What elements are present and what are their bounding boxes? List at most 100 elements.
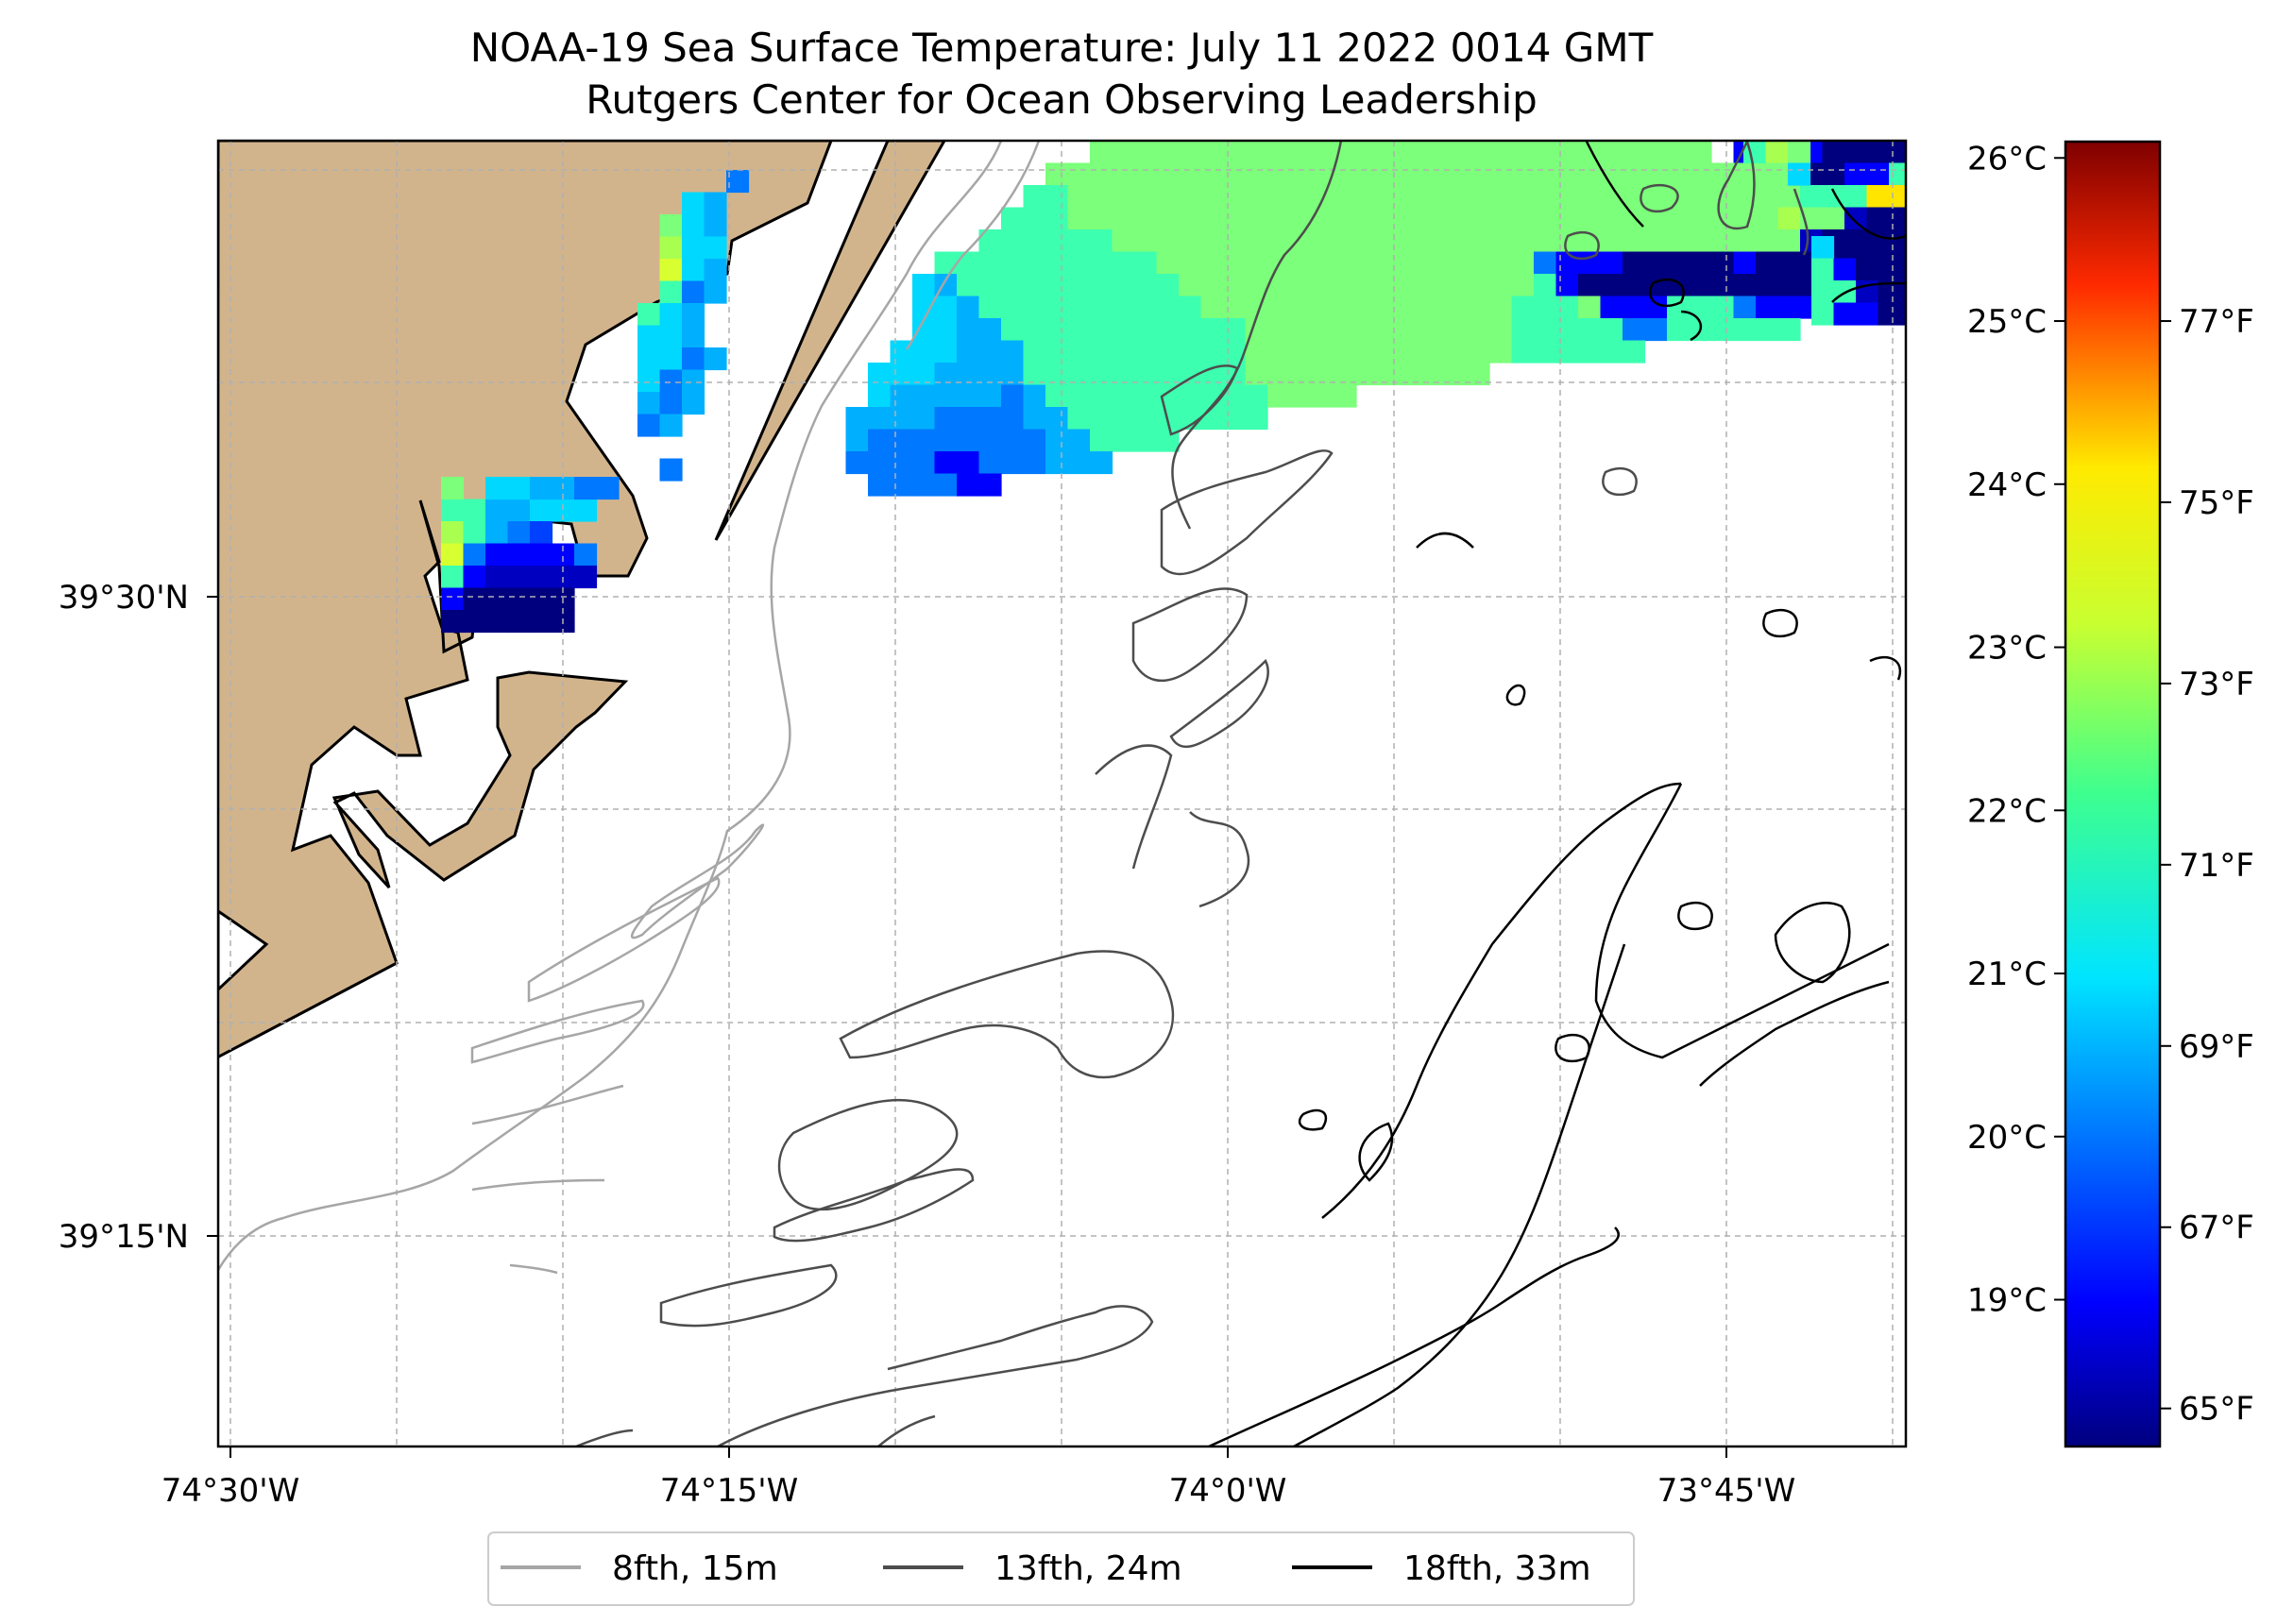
sst-pixel	[1578, 274, 1602, 297]
sst-pixel	[1200, 296, 1224, 319]
sst-pixel	[1067, 185, 1091, 209]
sst-pixel	[1134, 384, 1158, 408]
sst-pixel	[1511, 274, 1535, 297]
sst-pixel	[659, 259, 683, 282]
sst-pixel	[1179, 274, 1202, 297]
sst-pixel	[1356, 296, 1380, 319]
sst-pixel	[659, 369, 683, 393]
sst-pixel	[1733, 229, 1757, 253]
sst-pixel	[1289, 251, 1313, 275]
sst-pixel	[1866, 207, 1890, 230]
sst-pixel	[1134, 141, 1158, 164]
sst-pixel	[1822, 162, 1845, 186]
sst-pixel	[704, 236, 727, 260]
sst-pixel	[1112, 207, 1135, 230]
contour-13fth	[575, 141, 1810, 1446]
sst-pixel	[934, 407, 958, 431]
sst-pixel	[659, 280, 683, 304]
sst-pixel	[1644, 318, 1668, 342]
colorbar-celsius-ticks: 26°C 25°C 24°C 23°C 22°C 21°C 20°C 19°C	[1967, 140, 2065, 1320]
sst-pixel	[1623, 162, 1646, 186]
sst-pixel	[1856, 302, 1879, 326]
sst-pixel	[1134, 274, 1158, 297]
sst-pixel	[574, 566, 598, 589]
latitude-axis: 39°30'N 39°15'N	[59, 579, 218, 1256]
sst-pixel	[957, 296, 980, 319]
sst-pixel	[1289, 340, 1313, 364]
sst-pixel	[1822, 141, 1845, 164]
sst-pixel	[1200, 207, 1224, 230]
sst-pixel	[1356, 251, 1380, 275]
colorbar-fahrenheit-label: 77°F	[2179, 303, 2254, 341]
map-panel[interactable]	[217, 141, 1956, 1446]
sst-pixel	[1534, 229, 1557, 253]
sst-pixel	[659, 214, 683, 238]
sst-pixel	[682, 303, 705, 327]
sst-pixel	[1689, 207, 1712, 230]
sst-pixel	[1334, 296, 1357, 319]
sst-pixel	[659, 414, 683, 437]
sst-pixel	[934, 451, 958, 475]
sst-pixel	[1489, 251, 1513, 275]
sst-pixel	[1711, 318, 1735, 342]
sst-pixel	[890, 451, 913, 475]
sst-pixel	[1023, 384, 1046, 408]
sst-pixel	[1445, 340, 1469, 364]
sst-pixel	[1245, 340, 1268, 364]
sst-pixel	[1445, 207, 1469, 230]
sst-pixel	[1756, 251, 1779, 275]
sst-pixel	[1001, 451, 1025, 475]
sst-pixel	[1623, 296, 1646, 319]
sst-pixel	[1134, 185, 1158, 209]
sst-pixel	[441, 499, 465, 522]
sst-pixel	[1822, 207, 1845, 230]
sst-pixel	[1001, 407, 1025, 431]
sst-pixel	[596, 477, 620, 500]
sst-pixel	[1578, 296, 1602, 319]
sst-pixel	[1489, 340, 1513, 364]
sst-pixel	[1489, 141, 1513, 164]
sst-pixel	[1001, 251, 1025, 275]
sst-pixel	[957, 318, 980, 342]
legend-label-13fth: 13fth, 24m	[994, 1549, 1182, 1588]
sst-pixel	[1156, 229, 1180, 253]
sst-pixel	[1756, 274, 1779, 297]
sst-pixel	[1179, 162, 1202, 186]
contour-legend: 8fth, 15m 13fth, 24m 18fth, 33m	[487, 1531, 1635, 1606]
sst-pixel	[1334, 363, 1357, 386]
sst-pixel	[1223, 274, 1247, 297]
sst-pixel	[1623, 318, 1646, 342]
sst-pixel	[1711, 229, 1735, 253]
sst-pixel	[1179, 340, 1202, 364]
sst-pixel	[1223, 251, 1247, 275]
colorbar-celsius-label: 25°C	[1967, 303, 2047, 341]
sst-pixel	[1445, 229, 1469, 253]
sst-pixel	[1200, 318, 1224, 342]
sst-pixel	[682, 214, 705, 238]
sst-pixel	[1112, 384, 1135, 408]
sst-pixel	[1811, 236, 1835, 260]
sst-pixel	[1578, 207, 1602, 230]
sst-pixel	[1489, 162, 1513, 186]
sst-pixel	[868, 384, 892, 408]
sst-pixel	[1467, 251, 1490, 275]
sst-pixel	[1378, 296, 1402, 319]
lat-tick-label: 39°30'N	[59, 579, 189, 617]
sst-pixel	[485, 587, 509, 611]
sst-pixel	[1179, 207, 1202, 230]
sst-pixel	[1445, 141, 1469, 164]
sst-pixel	[1777, 318, 1801, 342]
sst-pixel	[530, 477, 553, 500]
sst-pixel	[1644, 162, 1668, 186]
sst-pixel	[1289, 229, 1313, 253]
sst-pixel	[1378, 363, 1402, 386]
sst-pixel	[1667, 318, 1691, 342]
colorbar-celsius-label: 23°C	[1967, 630, 2047, 668]
sst-pixel	[1023, 363, 1046, 386]
sst-pixel	[1401, 162, 1424, 186]
sst-pixel	[1356, 162, 1380, 186]
sst-pixel	[1090, 429, 1113, 452]
contour-18fth	[1208, 141, 1906, 1446]
sst-pixel	[1378, 340, 1402, 364]
sst-pixel	[637, 414, 661, 437]
